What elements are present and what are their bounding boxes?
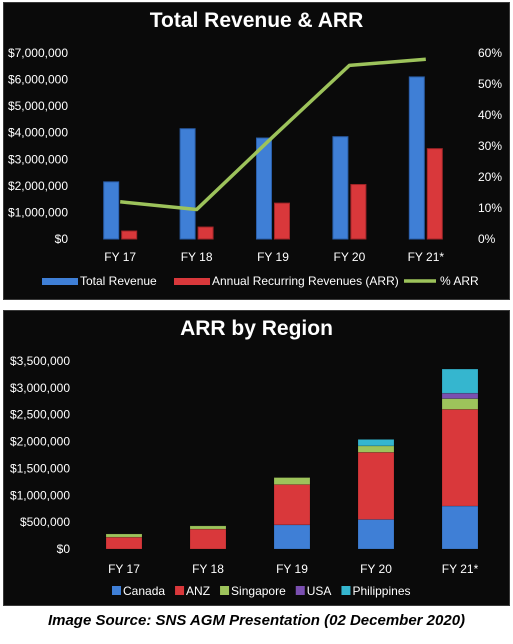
x-tick-label: FY 20 bbox=[360, 562, 392, 576]
bar-arr bbox=[274, 202, 290, 240]
y-tick-label: $1,500,000 bbox=[10, 461, 70, 475]
x-tick-label: FY 21* bbox=[408, 250, 445, 264]
y2-tick-label: 10% bbox=[478, 201, 502, 215]
legend-label-usa: USA bbox=[307, 584, 332, 598]
x-tick-label: FY 19 bbox=[276, 562, 308, 576]
x-tick-label: FY 19 bbox=[257, 250, 289, 264]
bar-segment-singapore bbox=[189, 525, 227, 530]
bar-segment-singapore bbox=[105, 533, 143, 538]
y-tick-label: $1,000,000 bbox=[8, 205, 68, 219]
chart-panel-region: ARR by Region $0 $500,000 $1,000,000 $1,500… bbox=[3, 310, 510, 606]
y-tick-label: $500,000 bbox=[20, 515, 70, 529]
y-tick-label: $2,500,000 bbox=[10, 408, 70, 422]
bar-total-revenue bbox=[179, 128, 196, 240]
y-tick-label: $2,000,000 bbox=[10, 435, 70, 449]
legend-swatch-anz bbox=[175, 586, 185, 595]
legend-swatch-usa bbox=[295, 586, 305, 595]
y-tick-label: $6,000,000 bbox=[8, 73, 68, 87]
y-tick-label: $0 bbox=[57, 542, 71, 556]
x-tick-label: FY 20 bbox=[333, 250, 365, 264]
y-tick-label: $3,500,000 bbox=[10, 354, 70, 368]
y-tick-label: $5,000,000 bbox=[8, 99, 68, 113]
legend-label-canada: Canada bbox=[123, 584, 165, 598]
y-tick-label: $3,000,000 bbox=[8, 152, 68, 166]
bar-segment-canada bbox=[357, 519, 395, 550]
bar-arr bbox=[121, 230, 138, 240]
y-tick-label: $1,000,000 bbox=[10, 488, 70, 502]
y-tick-label: $7,000,000 bbox=[8, 46, 68, 60]
bar-total-revenue bbox=[103, 181, 120, 240]
y-tick-label: $4,000,000 bbox=[8, 126, 68, 140]
bar-total-revenue bbox=[408, 76, 425, 240]
bar-arr bbox=[197, 226, 214, 240]
x-tick-label: FY 17 bbox=[104, 250, 136, 264]
legend-label-singapore: Singapore bbox=[231, 584, 286, 598]
bar-segment-canada bbox=[273, 524, 311, 550]
legend-label-anz: ANZ bbox=[186, 584, 210, 598]
bar-segment-singapore bbox=[441, 398, 479, 410]
x-tick-label: FY 21* bbox=[442, 562, 479, 576]
chart-panel-revenue: Total Revenue & ARR $0 $1,000,000 $2,000,0… bbox=[3, 2, 510, 300]
legend-swatch-philippines bbox=[341, 586, 351, 595]
legend-swatch-total-revenue bbox=[42, 278, 78, 285]
bar-segment-philippines bbox=[357, 439, 395, 447]
legend-label-total-revenue: Total Revenue bbox=[80, 274, 157, 288]
bar-total-revenue bbox=[256, 137, 272, 240]
bar-total-revenue bbox=[332, 136, 349, 240]
y-tick-label: $3,000,000 bbox=[10, 381, 70, 395]
y2-tick-label: 20% bbox=[478, 170, 502, 184]
image-source-caption: Image Source: SNS AGM Presentation (02 D… bbox=[47, 612, 466, 629]
legend-swatch-arr bbox=[174, 278, 210, 285]
bar-segment-singapore bbox=[357, 445, 395, 453]
bar-arr bbox=[350, 184, 367, 240]
y2-tick-label: 40% bbox=[478, 108, 502, 122]
bar-segment-anz bbox=[357, 452, 395, 520]
revenue-arr-chart: $0 $1,000,000 $2,000,000 $3,000,000 $4,000,0… bbox=[8, 46, 502, 288]
bar-segment-anz bbox=[189, 528, 227, 550]
bar-segment-philippines bbox=[441, 368, 479, 394]
x-tick-label: FY 18 bbox=[192, 562, 224, 576]
arr-by-region-chart: $0 $500,000 $1,000,000 $1,500,000 $2,000,000… bbox=[10, 354, 479, 598]
y2-tick-label: 0% bbox=[478, 232, 496, 246]
y2-tick-label: 60% bbox=[478, 46, 502, 60]
y2-tick-label: 30% bbox=[478, 139, 502, 153]
legend-swatch-canada bbox=[112, 586, 121, 595]
bar-segment-anz bbox=[273, 484, 311, 526]
legend-swatch-singapore bbox=[220, 586, 230, 595]
chart-title: ARR by Region bbox=[180, 317, 333, 340]
bar-segment-anz bbox=[441, 409, 479, 507]
line-pct-arr bbox=[120, 57, 426, 212]
bar-segment-singapore bbox=[273, 477, 311, 485]
legend-label-philippines: Philippines bbox=[352, 584, 410, 598]
x-tick-label: FY 18 bbox=[181, 250, 213, 264]
legend-label-pct-arr: % ARR bbox=[440, 274, 479, 288]
y-tick-label: $0 bbox=[55, 232, 69, 246]
bar-segment-anz bbox=[105, 536, 143, 550]
y2-tick-label: 50% bbox=[478, 77, 502, 91]
y-tick-label: $2,000,000 bbox=[8, 179, 68, 193]
bar-segment-canada bbox=[441, 505, 479, 550]
bar-segment-usa bbox=[441, 392, 479, 399]
x-tick-label: FY 17 bbox=[108, 562, 140, 576]
bar-arr bbox=[426, 148, 443, 240]
legend-label-arr: Annual Recurring Revenues (ARR) bbox=[212, 274, 399, 288]
chart-title: Total Revenue & ARR bbox=[149, 9, 364, 32]
